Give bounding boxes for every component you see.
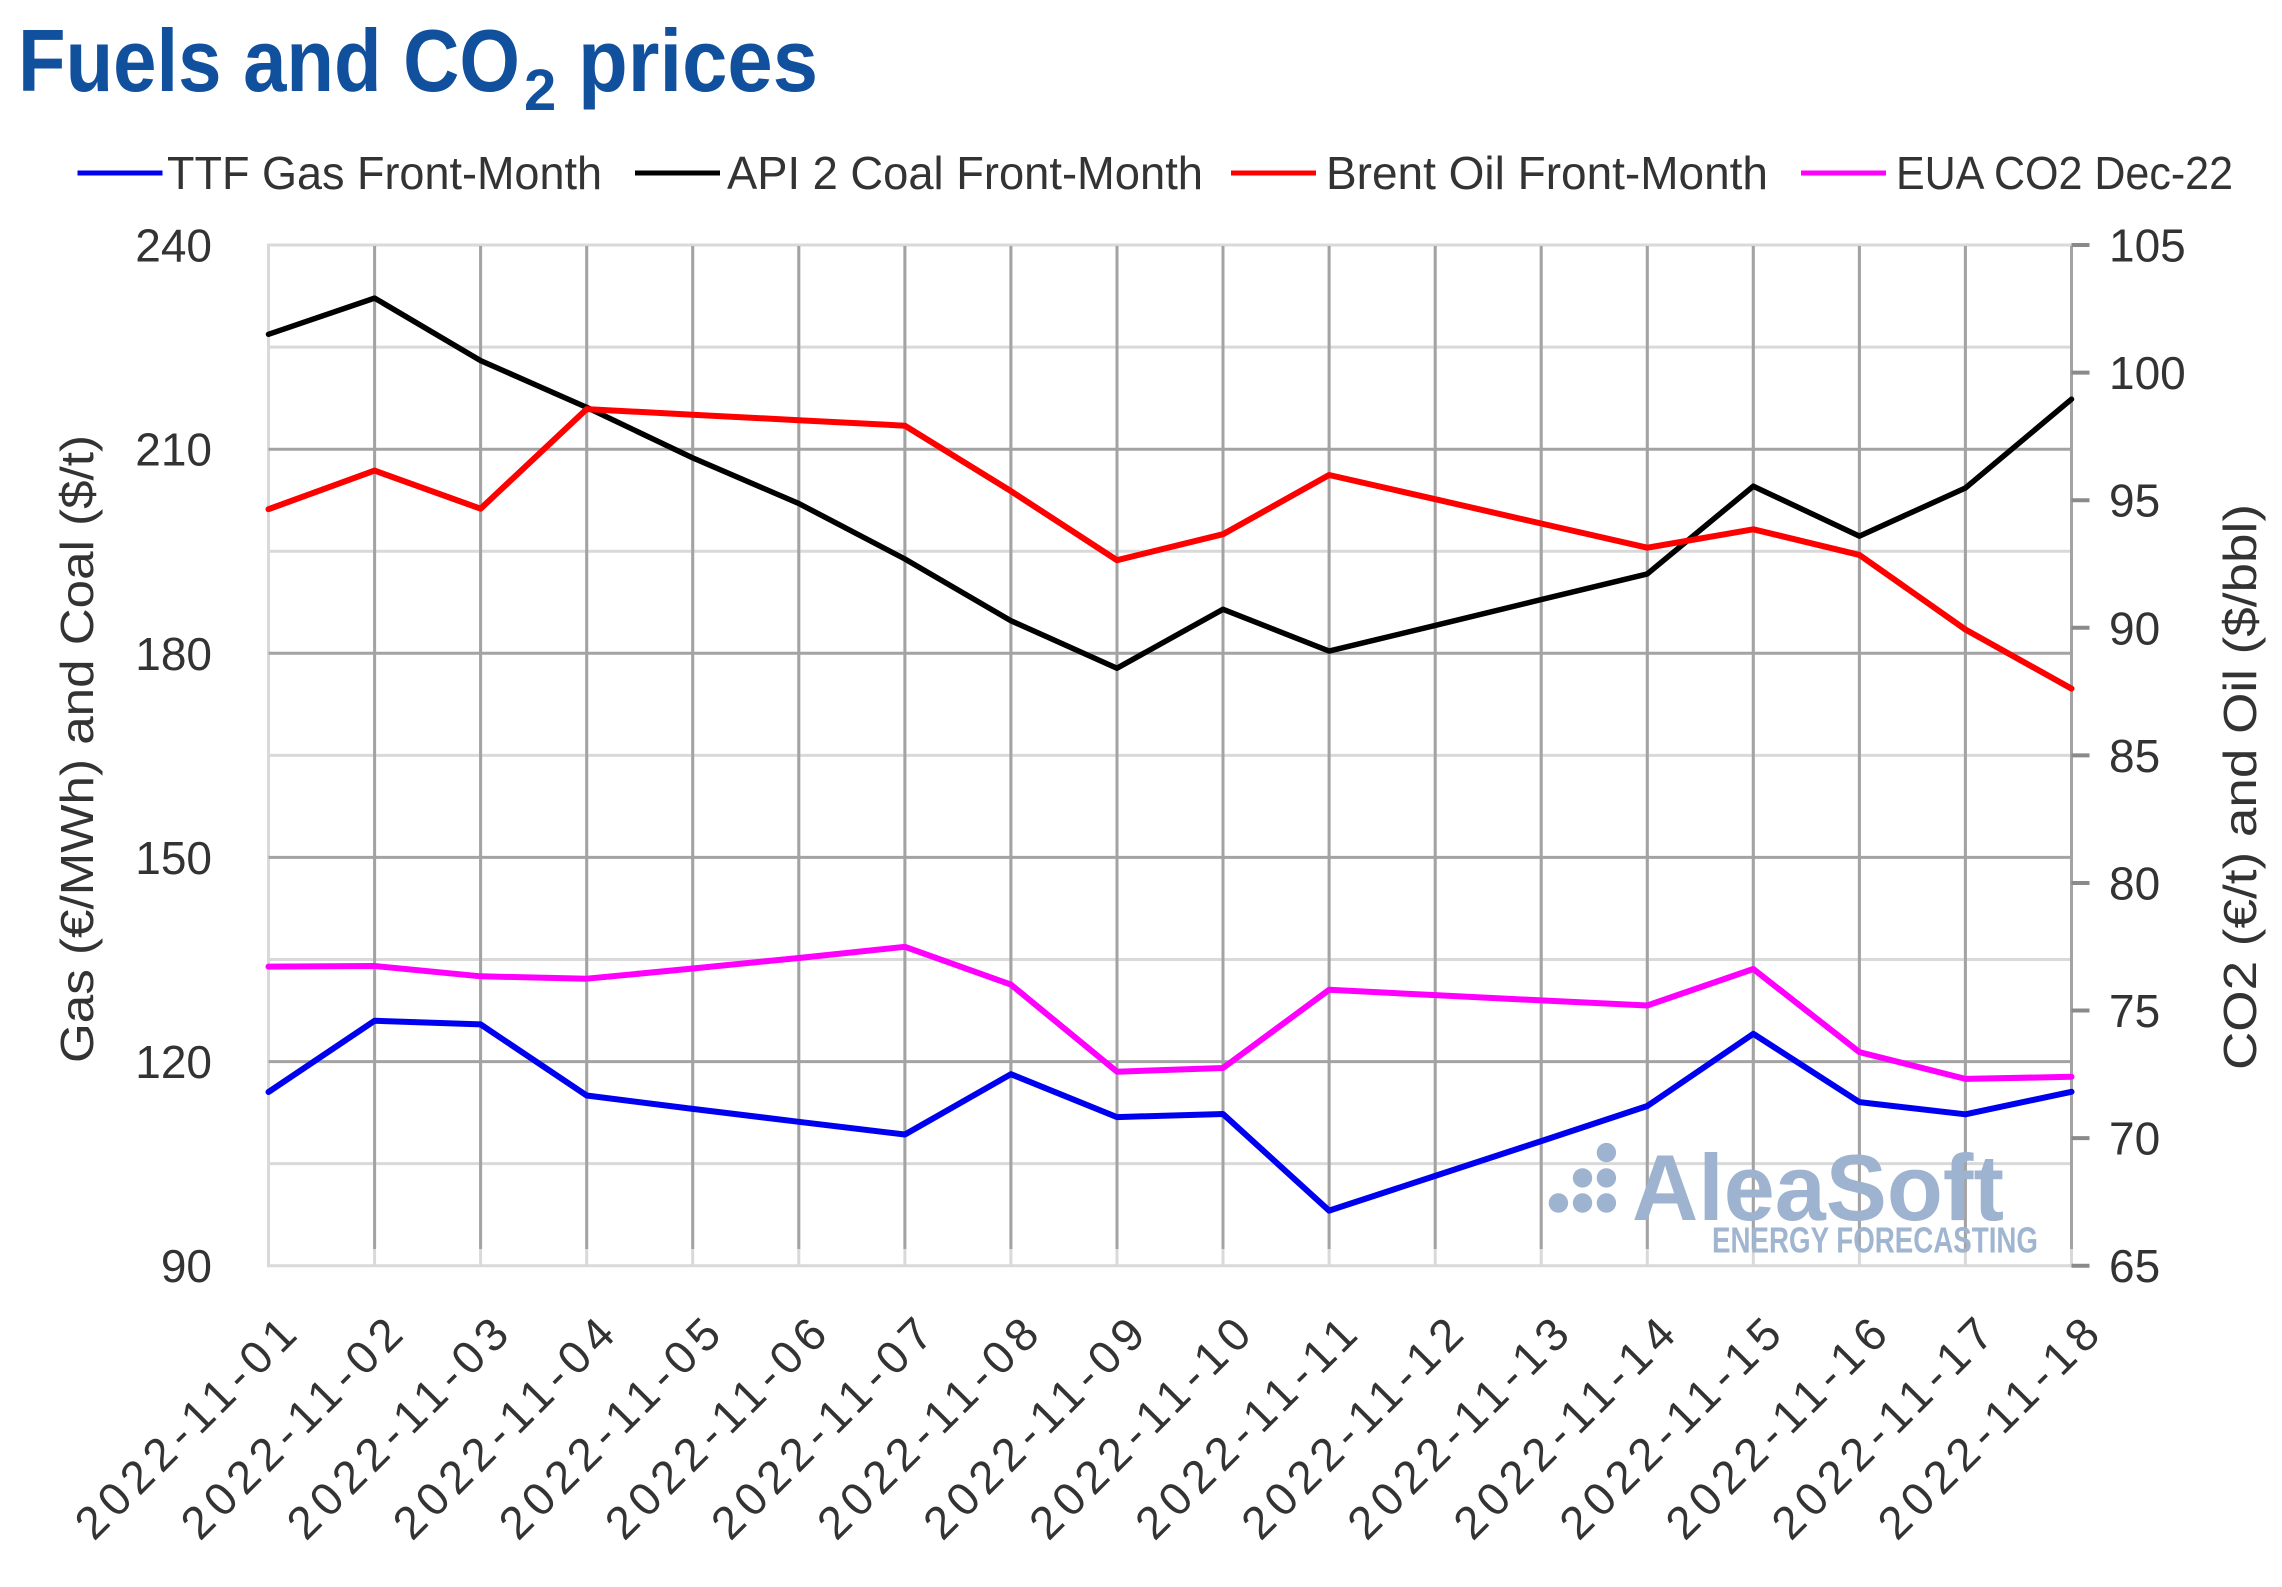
svg-text:90: 90 — [2109, 602, 2160, 654]
svg-text:120: 120 — [135, 1036, 212, 1088]
svg-text:AleaSoft: AleaSoft — [1632, 1135, 2004, 1240]
svg-text:Fuels and CO: Fuels and CO — [18, 11, 520, 110]
svg-text:210: 210 — [135, 424, 212, 476]
svg-text:95: 95 — [2109, 475, 2160, 527]
svg-text:150: 150 — [135, 832, 212, 884]
svg-text:65: 65 — [2109, 1240, 2160, 1292]
svg-text:90: 90 — [161, 1240, 212, 1292]
svg-text:Brent Oil Front-Month: Brent Oil Front-Month — [1326, 147, 1768, 199]
svg-text:100: 100 — [2109, 347, 2186, 399]
svg-text:2: 2 — [524, 58, 556, 123]
svg-text:75: 75 — [2109, 985, 2160, 1037]
svg-text:TTF Gas Front-Month: TTF Gas Front-Month — [167, 147, 602, 199]
svg-text:105: 105 — [2109, 220, 2186, 272]
svg-text:prices: prices — [578, 11, 818, 110]
svg-text:85: 85 — [2109, 730, 2160, 782]
svg-text:80: 80 — [2109, 858, 2160, 910]
svg-text:EUA CO2 Dec-22: EUA CO2 Dec-22 — [1896, 147, 2233, 199]
svg-text:API 2 Coal Front-Month: API 2 Coal Front-Month — [727, 147, 1203, 199]
svg-text:CO2 (€/t) and Oil ($/bbl): CO2 (€/t) and Oil ($/bbl) — [2214, 504, 2266, 1070]
svg-text:240: 240 — [135, 220, 212, 272]
svg-text:ENERGY FORECASTING: ENERGY FORECASTING — [1712, 1220, 2038, 1261]
svg-text:Gas (€/MWh) and Coal ($/t): Gas (€/MWh) and Coal ($/t) — [51, 435, 103, 1063]
svg-text:70: 70 — [2109, 1113, 2160, 1165]
svg-text:180: 180 — [135, 628, 212, 680]
